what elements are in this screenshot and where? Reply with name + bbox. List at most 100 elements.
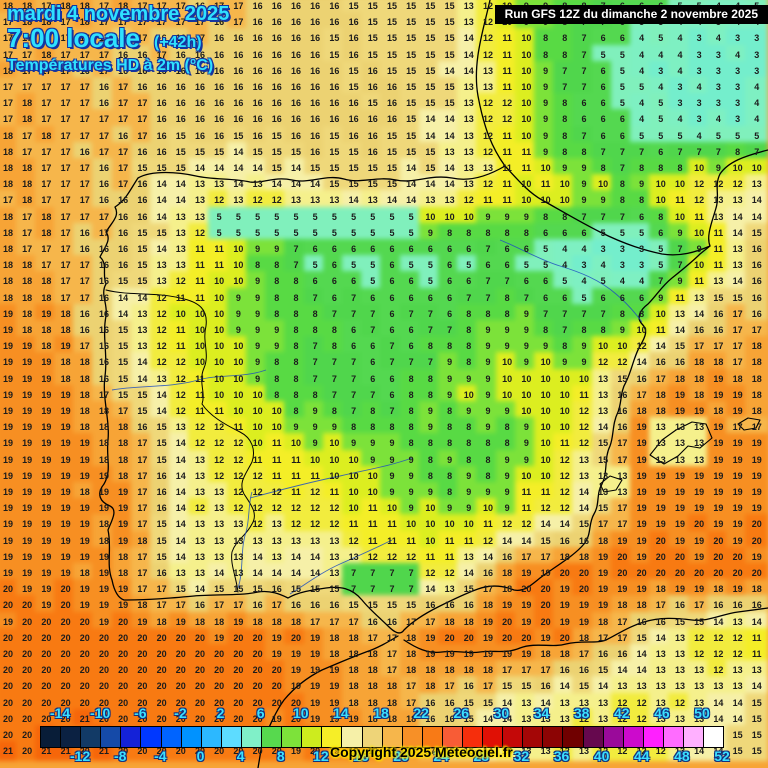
- temp-fill-cell: [745, 93, 768, 114]
- temp-value: 16: [636, 616, 647, 627]
- temp-value: 3: [639, 243, 645, 254]
- temp-value: 18: [79, 389, 90, 400]
- temp-value: 7: [389, 405, 395, 416]
- temp-value: 19: [98, 600, 109, 611]
- temp-value: 16: [137, 211, 148, 222]
- temp-fill-cell: [418, 109, 442, 130]
- temp-fill-cell: [514, 44, 538, 65]
- temp-value: 7: [677, 243, 683, 254]
- temp-fill-cell: [246, 190, 270, 211]
- temp-fill-cell: [668, 109, 692, 130]
- temp-value: 15: [386, 49, 397, 60]
- temp-fill-cell: [591, 287, 615, 308]
- temp-fill-cell: [111, 287, 135, 308]
- temp-value: 19: [329, 729, 340, 740]
- temp-value: 6: [408, 243, 414, 254]
- temp-value: 14: [694, 308, 705, 319]
- temp-value: 19: [502, 648, 513, 659]
- temp-value: 18: [540, 648, 551, 659]
- temp-fill-cell: [92, 222, 116, 243]
- temp-value: 10: [732, 162, 743, 173]
- temp-value: 19: [22, 389, 33, 400]
- temp-value: 6: [408, 324, 414, 335]
- temp-fill-cell: [15, 93, 39, 114]
- temp-fill-cell: [534, 44, 558, 65]
- temp-fill-cell: [15, 44, 39, 65]
- temp-fill-cell: [380, 271, 404, 292]
- temp-fill-cell: [495, 141, 519, 162]
- temp-value: 15: [406, 114, 417, 125]
- temp-fill-cell: [15, 12, 39, 33]
- temp-value: 11: [464, 535, 474, 546]
- temp-value: 12: [502, 114, 513, 125]
- temp-value: 9: [581, 341, 587, 352]
- temp-fill-cell: [495, 60, 519, 81]
- temp-value: 18: [98, 535, 109, 546]
- temp-value: 10: [444, 519, 455, 530]
- temp-value: 13: [559, 697, 570, 708]
- temp-value: 16: [348, 130, 359, 141]
- temp-value: 19: [559, 600, 570, 611]
- temp-value: 9: [447, 389, 453, 400]
- temp-value: 16: [194, 600, 205, 611]
- temp-value: 18: [2, 130, 13, 141]
- temp-fill-cell: [726, 76, 750, 98]
- temp-value: 11: [329, 486, 340, 497]
- temp-fill-cell: [553, 157, 577, 179]
- temp-fill-cell: [54, 44, 78, 65]
- temp-value: 18: [348, 665, 359, 676]
- temp-fill-cell: [649, 76, 673, 98]
- temp-value: 18: [578, 632, 589, 643]
- temp-value: 19: [598, 551, 609, 562]
- temp-value: 16: [329, 81, 340, 92]
- temp-fill-cell: [303, 303, 327, 324]
- temp-fill-cell: [687, 76, 711, 98]
- temp-value: 14: [751, 616, 762, 627]
- temp-fill-cell: [495, 255, 519, 276]
- temp-value: 7: [581, 81, 587, 92]
- temp-fill-cell: [150, 255, 174, 276]
- temp-value: 18: [559, 648, 570, 659]
- temp-value: 20: [194, 729, 205, 740]
- temp-value: 12: [175, 357, 186, 368]
- temp-value: 7: [581, 211, 587, 222]
- temp-value: 16: [617, 389, 628, 400]
- temp-value: 13: [175, 260, 186, 271]
- temp-fill-cell: [92, 174, 116, 195]
- temp-value: 6: [408, 276, 414, 287]
- temp-value: 7: [351, 373, 357, 384]
- temp-fill-cell: [342, 12, 366, 33]
- temp-value: 6: [447, 260, 453, 271]
- temp-value: 11: [348, 519, 359, 530]
- temp-value: 4: [639, 33, 645, 44]
- temp-value: 15: [444, 98, 455, 109]
- temp-fill-cell: [0, 0, 20, 17]
- temp-fill-cell: [706, 157, 730, 179]
- temp-value: 10: [540, 162, 551, 173]
- temp-value: 6: [581, 227, 587, 238]
- temp-value: 17: [406, 697, 417, 708]
- temp-value: 13: [694, 697, 705, 708]
- temp-value: 17: [118, 179, 129, 190]
- temp-value: 18: [214, 616, 225, 627]
- temp-fill-cell: [0, 222, 20, 243]
- temp-fill-cell: [34, 174, 58, 195]
- temp-value: 14: [655, 632, 666, 643]
- temp-value: 18: [98, 422, 109, 433]
- temp-value: 5: [370, 260, 376, 271]
- temp-value: 12: [233, 503, 244, 514]
- temp-value: 14: [233, 146, 244, 157]
- temp-value: 6: [600, 33, 606, 44]
- temp-fill-cell: [169, 271, 193, 292]
- temp-value: 19: [2, 486, 13, 497]
- temp-value: 15: [386, 600, 397, 611]
- temp-fill-cell: [572, 255, 596, 276]
- temp-fill-cell: [92, 93, 116, 114]
- temp-fill-cell: [0, 93, 20, 114]
- temp-value: 16: [578, 535, 589, 546]
- temp-fill-cell: [418, 190, 442, 211]
- temp-value: 20: [559, 632, 570, 643]
- temp-value: 15: [367, 98, 378, 109]
- temp-value: 18: [463, 665, 474, 676]
